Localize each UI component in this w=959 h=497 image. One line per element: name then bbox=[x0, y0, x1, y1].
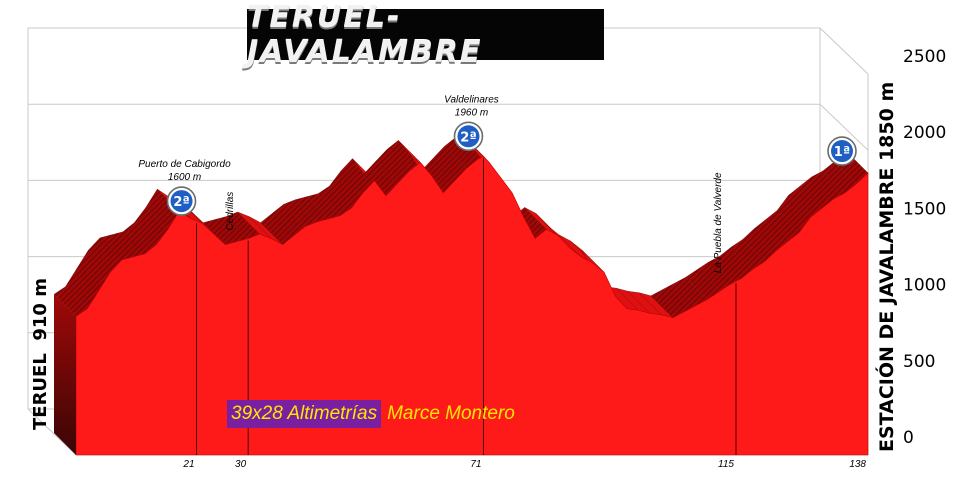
x-tick-label: 71 bbox=[470, 459, 481, 470]
category-badge-label: 1ª bbox=[834, 145, 850, 160]
x-tick-label: 21 bbox=[182, 459, 194, 470]
category-badge-label: 2ª bbox=[173, 195, 189, 210]
start-label: TERUEL 910 m bbox=[30, 278, 51, 430]
y-tick-label: 500 bbox=[903, 352, 935, 372]
credit-author: Marce Montero bbox=[387, 403, 515, 424]
climb-altitude: 1960 m bbox=[455, 107, 488, 118]
category-badge bbox=[831, 140, 853, 163]
floor-edge-left bbox=[27, 408, 77, 456]
x-tick-label: 138 bbox=[849, 459, 866, 470]
start-name: TERUEL bbox=[30, 353, 51, 430]
credit-banner: 39x28 Altimetrías Marce Montero bbox=[227, 397, 521, 431]
y-tick-label: 0 bbox=[903, 428, 914, 448]
category-badge-label: 2ª bbox=[460, 130, 476, 145]
title-banner: TERUEL-JAVALAMBRE bbox=[247, 0, 604, 70]
x-tick-label: 30 bbox=[235, 459, 247, 470]
x-tick-label: 115 bbox=[718, 459, 734, 470]
finish-altitude: 1850 m bbox=[876, 81, 898, 162]
climb-name: Puerto de Cabigordo bbox=[138, 159, 231, 170]
start-altitude: 910 m bbox=[30, 278, 51, 341]
y-tick-label: 2500 bbox=[903, 47, 946, 67]
grid-line-depth bbox=[819, 103, 869, 151]
grid-line-depth bbox=[819, 27, 869, 75]
chart-title: TERUEL-JAVALAMBRE bbox=[247, 0, 483, 70]
y-tick-label: 1500 bbox=[903, 199, 946, 219]
y-tick-label: 1000 bbox=[903, 276, 946, 296]
place-name: La Puebla de Valverde bbox=[713, 172, 724, 273]
profile-start-face bbox=[54, 294, 76, 455]
credit-brand: 39x28 Altimetrías bbox=[227, 400, 382, 428]
finish-name: ESTACIÓN DE JAVALAMBRE bbox=[876, 167, 898, 452]
y-tick-label: 2000 bbox=[903, 123, 946, 143]
finish-label: ESTACIÓN DE JAVALAMBRE 1850 m bbox=[876, 82, 898, 452]
place-name: Cedrillas bbox=[225, 192, 236, 231]
category-badge bbox=[457, 125, 480, 148]
climb-name: Valdelinares bbox=[444, 94, 499, 105]
category-badge bbox=[170, 190, 193, 213]
climb-altitude: 1600 m bbox=[168, 172, 201, 183]
profile-area bbox=[75, 155, 869, 456]
